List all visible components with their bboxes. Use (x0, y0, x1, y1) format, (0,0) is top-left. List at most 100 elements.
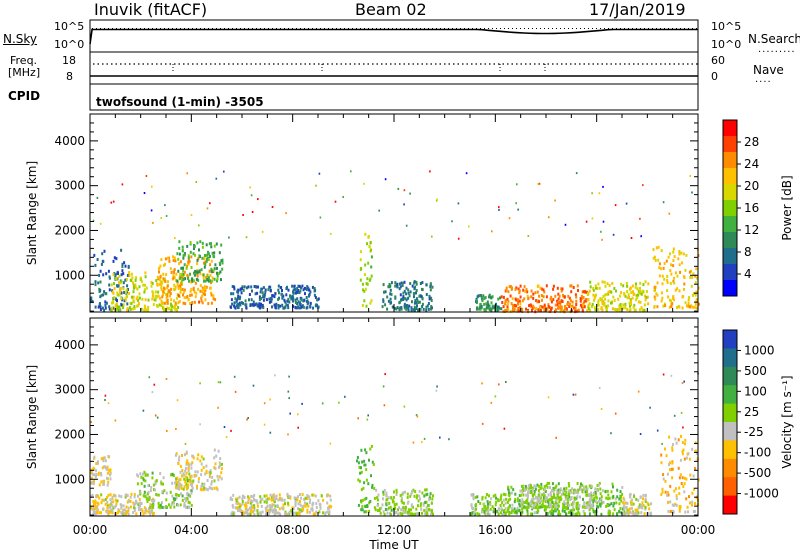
data-cell (487, 502, 489, 506)
data-cell (525, 493, 528, 497)
data-cell (286, 299, 289, 303)
data-cell (282, 294, 285, 298)
data-cell (160, 217, 162, 219)
data-cell (482, 294, 485, 298)
data-cell (213, 479, 216, 483)
data-cell (667, 493, 670, 497)
cpid-label: CPID (8, 89, 41, 103)
data-cell (563, 500, 566, 504)
data-cell (559, 495, 562, 499)
data-cell (532, 506, 535, 509)
data-cell (125, 505, 128, 509)
data-cell (361, 498, 364, 502)
data-cell (100, 493, 103, 497)
data-cell (179, 478, 182, 482)
data-cell (152, 303, 155, 307)
colorbar-swatch (723, 477, 737, 497)
data-cell (400, 306, 403, 309)
data-cell (571, 304, 574, 308)
data-cell (548, 216, 550, 219)
data-cell (470, 504, 473, 507)
data-cell (120, 506, 123, 510)
data-cell (486, 303, 489, 307)
data-cell (538, 495, 541, 499)
data-cell (529, 500, 532, 504)
data-cell (397, 508, 400, 512)
data-cell (383, 290, 385, 294)
ytick-label-power: 1000 (54, 268, 85, 282)
data-cell (212, 269, 215, 273)
data-cell (182, 254, 185, 258)
data-cell (576, 309, 579, 313)
data-cell (647, 302, 650, 306)
data-cell (191, 461, 194, 465)
data-cell (608, 509, 611, 513)
data-cell (250, 285, 253, 289)
sky-right-tick-high: 10^5 (711, 20, 742, 33)
data-cell (94, 283, 97, 287)
data-cell (539, 505, 542, 509)
data-cell (142, 494, 145, 498)
data-cell (242, 494, 245, 498)
data-cell (201, 256, 204, 260)
data-cell (162, 505, 165, 509)
cpid-program: twofsound (1-min) -3505 (96, 95, 264, 109)
data-cell (241, 285, 244, 289)
data-cell (499, 296, 502, 300)
data-cell (102, 456, 105, 460)
data-cell (499, 495, 502, 499)
data-cell (99, 280, 102, 284)
data-cell (501, 512, 504, 516)
data-cell (119, 281, 122, 285)
data-cell (642, 184, 644, 187)
data-cell (475, 307, 478, 311)
data-cell (92, 482, 95, 486)
data-cell (233, 375, 236, 378)
data-cell (661, 487, 664, 491)
data-cell (277, 306, 280, 310)
data-cell (694, 293, 697, 297)
data-cell (577, 510, 580, 514)
data-cell (523, 505, 526, 509)
data-cell (185, 506, 188, 509)
nsky-label: N.Sky (3, 32, 38, 46)
data-cell (523, 501, 526, 504)
data-cell (389, 292, 392, 296)
data-cell (650, 512, 653, 516)
data-cell (179, 272, 182, 276)
data-cell (688, 270, 691, 274)
data-cell (682, 485, 685, 488)
data-cell (526, 501, 529, 505)
data-cell (182, 269, 185, 272)
data-cell (407, 296, 410, 300)
data-cell (448, 438, 450, 441)
data-cell (591, 305, 594, 309)
data-cell (359, 278, 362, 282)
data-cell (390, 301, 392, 305)
region-power-8 (500, 284, 589, 314)
data-cell (490, 295, 493, 299)
data-cell (209, 279, 212, 283)
data-cell (371, 483, 374, 487)
data-cell (610, 290, 613, 294)
data-cell (478, 512, 481, 516)
data-cell (145, 497, 148, 501)
nave-legend-dots: ···· (755, 77, 772, 88)
data-cell (505, 381, 507, 383)
data-cell (582, 296, 585, 299)
data-cell (220, 278, 222, 282)
data-cell (162, 476, 165, 480)
data-cell (401, 283, 404, 287)
data-cell (294, 498, 297, 502)
data-cell (388, 501, 391, 505)
data-cell (113, 296, 116, 300)
data-cell (114, 277, 117, 281)
data-cell (363, 463, 366, 467)
data-cell (175, 428, 177, 430)
data-cell (130, 301, 133, 305)
data-cell (176, 252, 179, 256)
data-cell (121, 269, 124, 273)
data-cell (597, 299, 600, 303)
data-cell (401, 501, 404, 505)
data-cell (148, 510, 151, 513)
